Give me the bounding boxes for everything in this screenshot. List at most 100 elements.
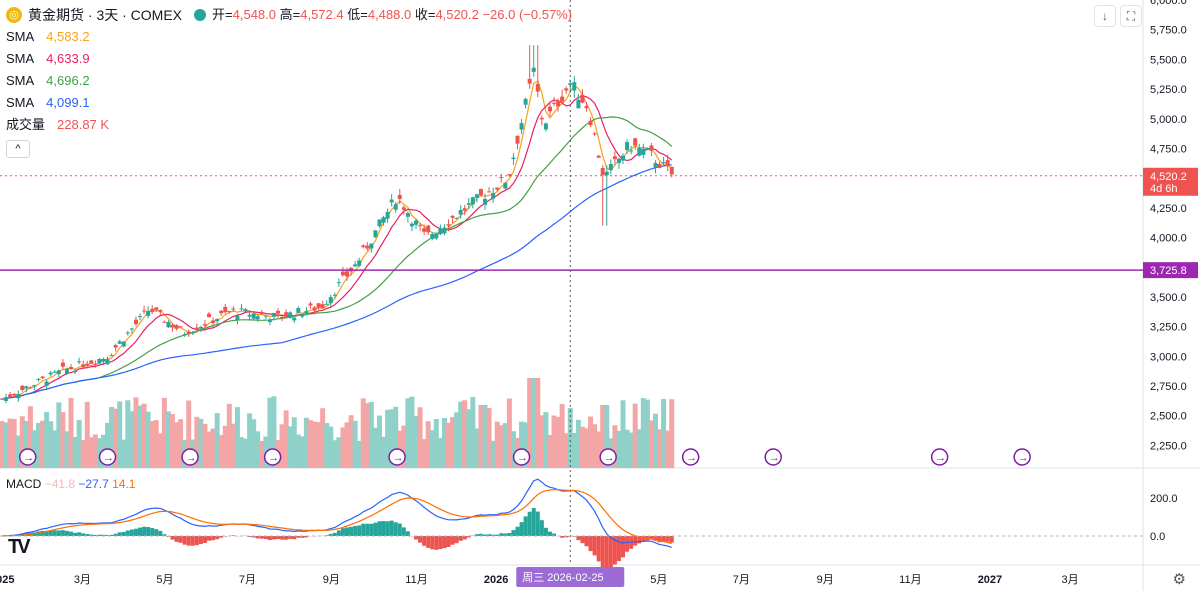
candle-body — [466, 203, 471, 205]
indicator-sma-1[interactable]: SMA 4,583.2 — [6, 26, 572, 48]
chart-legend: ◎ 黄金期货 · 3天 · COMEX 开=4,548.0 高=4,572.4 … — [6, 4, 572, 159]
volume-bar — [15, 435, 21, 468]
event-arrow-icon: → — [23, 452, 34, 464]
candle-body — [60, 362, 65, 367]
volume-bar — [381, 436, 387, 468]
event-marker-icon — [263, 448, 282, 466]
macd-hist-bar — [345, 527, 350, 536]
macd-legend[interactable]: MACD −41.8 −27.7 14.1 — [6, 477, 135, 491]
macd-hist-bar — [202, 536, 207, 543]
macd-hist-bar — [572, 536, 577, 537]
candle-body — [320, 304, 325, 308]
collapse-legend-button[interactable]: ^ — [6, 140, 30, 158]
macd-tick-label: 200.0 — [1150, 493, 1178, 505]
sma-4-line — [1, 164, 672, 400]
macd-hist-bar — [117, 532, 122, 536]
macd-hist-bar — [523, 516, 528, 536]
candle-body — [600, 168, 605, 176]
macd-hist-bar — [560, 536, 565, 538]
volume-bar — [129, 411, 135, 468]
macd-hist-bar — [60, 530, 65, 536]
macd-hist-bar — [478, 533, 483, 536]
macd-tick-label: 0.0 — [1150, 531, 1165, 543]
macd-hist-bar — [592, 536, 597, 556]
candle-body — [487, 191, 492, 193]
volume-bar — [157, 433, 163, 468]
download-button[interactable]: ↓ — [1094, 5, 1116, 27]
gear-icon[interactable]: ⚙ — [1172, 571, 1186, 588]
volume-bar — [23, 420, 29, 468]
volume-bar — [433, 419, 439, 468]
macd-hist-bar — [422, 536, 427, 546]
volume-bar — [389, 409, 395, 468]
price-tick-label: 3,000.0 — [1150, 351, 1187, 363]
candle-body — [12, 393, 17, 396]
indicator-volume[interactable]: 成交量 228.87 K — [6, 114, 572, 136]
macd-hist-bar — [487, 534, 492, 536]
candle-body — [491, 192, 496, 199]
volume-bar — [332, 440, 338, 468]
macd-hist-bar — [101, 534, 106, 536]
candle-body — [223, 306, 228, 313]
macd-hist-bar — [450, 536, 455, 545]
macd-hist-bar — [621, 536, 626, 558]
time-tick-label: 2026 — [484, 574, 508, 586]
candle-body — [649, 145, 654, 151]
macd-hist-bar — [182, 536, 187, 545]
volume-bar — [494, 421, 500, 468]
price-tick-label: 3,500.0 — [1150, 292, 1187, 304]
macd-hist-bar — [531, 507, 536, 536]
indicator-sma-2[interactable]: SMA 4,633.9 — [6, 48, 572, 70]
volume-bar — [523, 422, 529, 468]
macd-hist-bar — [612, 536, 617, 565]
volume-bar — [616, 430, 622, 468]
macd-hist-bar — [466, 536, 471, 538]
macd-hist-bar — [446, 536, 451, 547]
volume-bar — [56, 402, 62, 468]
macd-hist-bar — [133, 528, 138, 536]
macd-hist-bar — [474, 534, 479, 536]
macd-hist-bar — [328, 533, 333, 536]
macd-hist-bar — [154, 529, 159, 536]
symbol-title[interactable]: 黄金期货 · 3天 · COMEX — [28, 7, 183, 23]
candle-body — [381, 217, 386, 223]
indicator-sma-3[interactable]: SMA 4,696.2 — [6, 70, 572, 92]
macd-hist-bar — [604, 536, 609, 570]
fullscreen-button[interactable]: ⛶ — [1120, 5, 1142, 27]
macd-hist-bar — [296, 536, 301, 538]
volume-bar — [259, 440, 265, 468]
volume-bar — [19, 416, 25, 468]
macd-hist-bar — [511, 530, 516, 536]
candle-body — [154, 307, 159, 310]
candle-body — [438, 228, 443, 235]
macd-hist-bar — [637, 536, 642, 544]
indicator-sma-4[interactable]: SMA 4,099.1 — [6, 92, 572, 114]
candle-body — [215, 319, 220, 322]
candle-body — [292, 317, 297, 321]
volume-bar — [644, 399, 650, 468]
candle-body — [308, 303, 313, 306]
volume-bar — [36, 422, 42, 468]
macd-hist-bar — [535, 511, 540, 536]
volume-bar — [385, 409, 391, 468]
macd-hist-bar — [207, 536, 212, 541]
volume-bar — [502, 423, 508, 468]
macd-name: MACD — [6, 477, 42, 491]
macd-hist-bar — [401, 527, 406, 536]
volume-bar — [360, 398, 366, 468]
volume-bar — [535, 378, 541, 468]
candle-body — [474, 194, 479, 198]
volume-bar — [661, 398, 667, 468]
macd-hist-bar — [616, 536, 621, 562]
price-tick-label: 4,750.0 — [1150, 143, 1187, 155]
event-marker-icon — [599, 448, 617, 466]
tradingview-logo[interactable]: TV — [8, 536, 30, 558]
candle-body — [178, 326, 183, 328]
macd-hist-bar — [369, 523, 374, 536]
crosshair-date-bg — [516, 567, 625, 587]
candle-body — [312, 307, 317, 311]
volume-bar — [27, 406, 33, 468]
volume-bar — [344, 422, 350, 468]
price-tick-label: 4,000.0 — [1150, 233, 1187, 245]
